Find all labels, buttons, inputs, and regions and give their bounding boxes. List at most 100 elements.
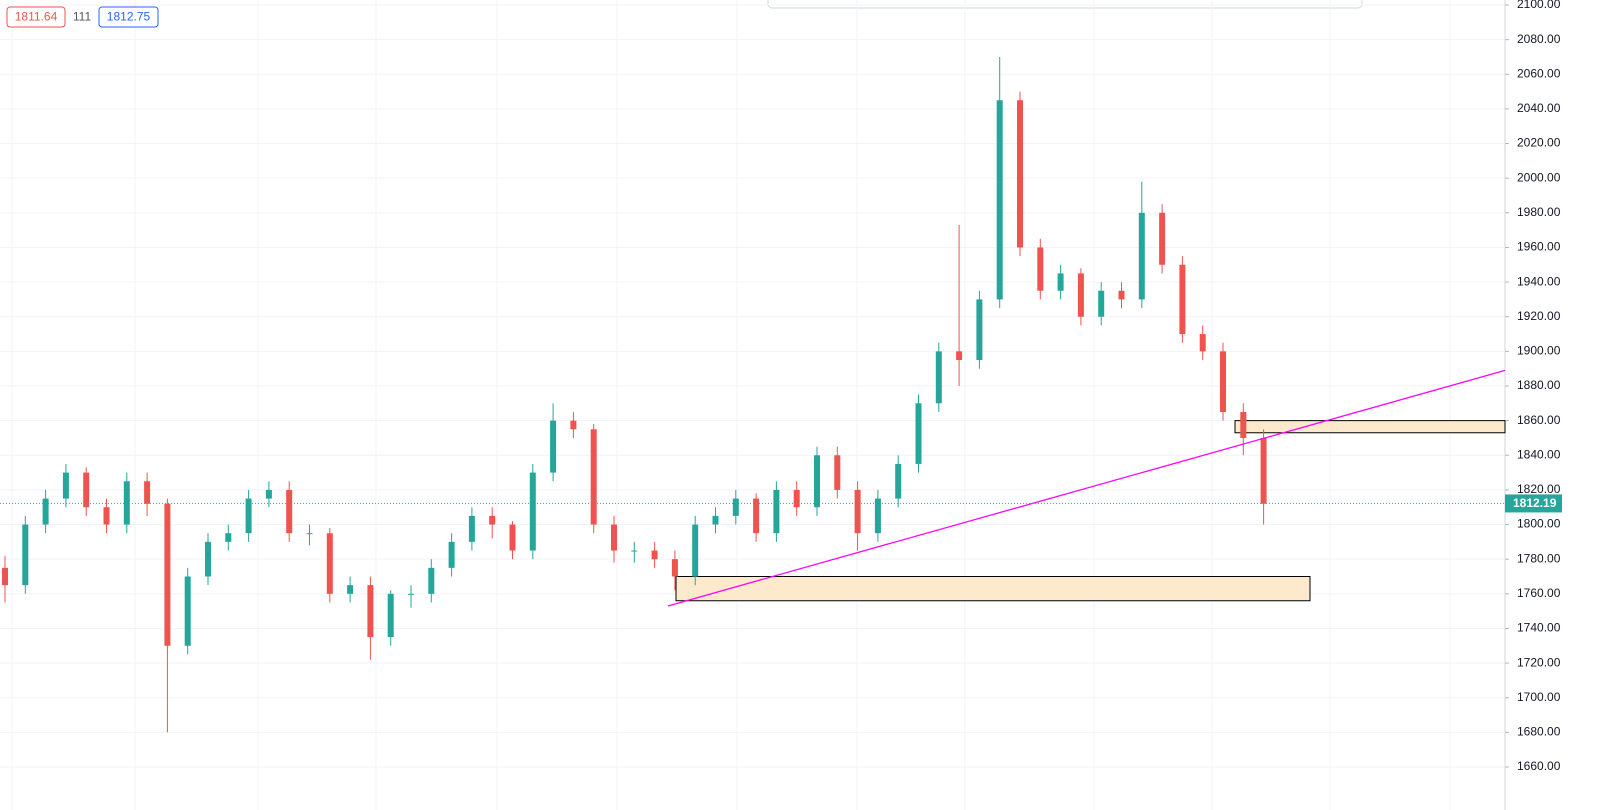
candle-body [83,472,90,508]
candle-body [509,524,516,551]
candle-body [286,489,293,534]
candle-body [326,533,333,594]
vertical-grid [11,0,1451,810]
candle-body [184,576,191,646]
candle-body [773,489,780,534]
candle-body [1017,100,1023,248]
candle-body [996,100,1003,300]
zone [675,576,1311,602]
candle-body [611,524,617,551]
candle-body [1179,264,1186,335]
y-tick-label: 1720.00 [1517,655,1561,669]
candle-body [895,463,902,499]
y-tick-label: 1980.00 [1517,205,1561,219]
candle-body [1057,273,1064,291]
y-tick-label: 1940.00 [1517,274,1561,288]
candle-body [834,455,841,490]
candle-body [976,299,983,361]
candle-body [732,498,739,516]
ask-box[interactable] [98,6,159,28]
candle-body [1077,273,1084,317]
y-tick-label: 2040.00 [1517,101,1561,115]
candle-body [144,481,151,504]
candle-body [1037,247,1044,291]
candle-body [814,455,820,508]
candle-body [935,351,942,404]
y-tick-label: 2020.00 [1517,136,1561,150]
candle-body [874,498,881,534]
candle-body [1138,212,1145,300]
ask-label: 1812.75 [107,10,151,24]
candle-body [205,541,211,577]
toolbar-edge [767,0,1363,9]
candle-body [956,351,963,361]
candle-body [468,515,475,542]
candle-body [915,403,922,464]
candle-body [1220,351,1226,412]
candle-body [164,503,171,646]
y-tick-label: 1860.00 [1517,413,1561,427]
candle-body [651,550,658,560]
candle-body [367,585,374,638]
candle-body [489,515,496,525]
candle-body [692,524,699,577]
candle-body [1260,437,1267,504]
y-tick-label: 1880.00 [1517,378,1561,392]
candle-body [448,541,455,568]
candle-body [671,559,678,577]
y-tick-label: 1680.00 [1517,725,1561,739]
candle-body [22,524,29,586]
y-tick-label: 1820.00 [1517,482,1561,496]
y-tick-label: 1960.00 [1517,240,1561,254]
y-tick-label: 1920.00 [1517,309,1561,323]
candle-body [408,593,414,595]
candle-body [123,481,130,525]
y-tick-label: 1780.00 [1517,551,1561,565]
candle-body [225,533,232,542]
y-tick-label: 2080.00 [1517,32,1561,46]
bid-label: 1811.64 [15,10,58,24]
y-tick-label: 1900.00 [1517,344,1561,358]
candle-body [2,567,8,586]
y-tick-label: 2000.00 [1517,170,1561,184]
y-tick-label: 1840.00 [1517,447,1561,461]
candle-body [42,498,49,525]
candle-body [753,498,760,534]
y-tick-label: 1740.00 [1517,621,1561,635]
last-price-box [1505,494,1562,513]
y-tick-label: 1760.00 [1517,586,1561,600]
candle-body [712,515,719,525]
y-tick-label: 2060.00 [1517,66,1561,80]
candle-body [1240,411,1247,438]
candle-body [590,429,597,525]
candle-body [245,498,252,534]
zone [1234,420,1506,434]
candle-body [1118,290,1125,300]
candle-body [550,420,557,473]
trend-line [667,369,1506,607]
y-tick-label: 1700.00 [1517,690,1561,704]
y-tick-label: 1800.00 [1517,517,1561,531]
candle-body [387,593,394,638]
candle-body [62,472,69,499]
last-price-label: 1812.19 [1513,496,1557,510]
y-tick-label: 2100.00 [1517,0,1561,11]
spread-label: 111 [73,10,92,24]
candle-body [1199,334,1206,352]
candle-body [854,489,861,534]
bid-box[interactable] [6,6,66,28]
candle-body [265,489,272,499]
candle-body [529,472,536,551]
candle-body [103,507,110,525]
candle-body [306,533,313,535]
candle-body [1159,212,1166,265]
candle-body [347,585,354,594]
y-tick-label: 1660.00 [1517,759,1561,773]
candle-body [793,489,800,508]
candle-body [631,550,638,552]
candle-body [570,420,577,430]
candle-body [1098,290,1105,317]
candle-body [428,567,435,594]
